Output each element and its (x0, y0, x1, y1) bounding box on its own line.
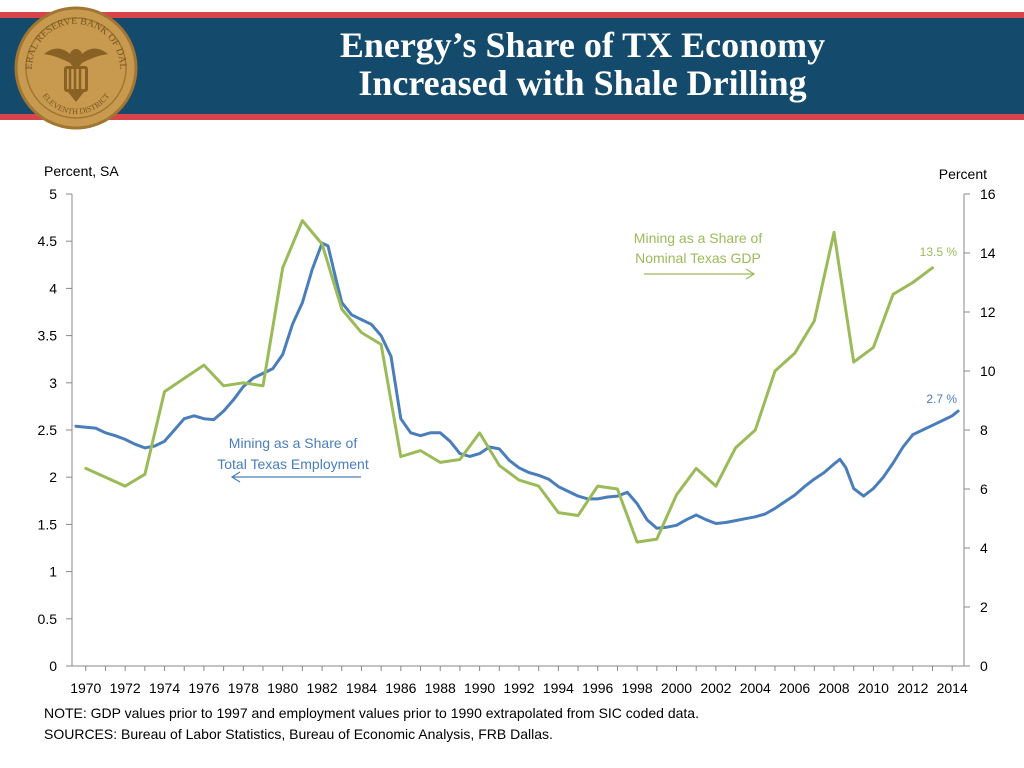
gdp-label-arrow-right-icon (644, 268, 756, 280)
left-tick-label: 0 (49, 658, 57, 674)
left-tick-label: 3 (49, 375, 57, 391)
federal-reserve-seal-icon: FEDERAL RESERVE BANK OF DALLAS ELEVENTH … (14, 6, 138, 130)
x-tick-label: 1996 (582, 680, 613, 696)
right-tick-label: 16 (980, 186, 996, 202)
x-tick-label: 2008 (818, 680, 849, 696)
left-axis-title: Percent, SA (44, 163, 119, 179)
x-tick-label: 1980 (267, 680, 298, 696)
axes-group: 0 0.5 1 1.5 2 2.5 3 3.5 4 4.5 5 0 2 4 6 8 10 12 14 16 1970 19… (38, 186, 996, 696)
banner-top-stripe (0, 12, 1024, 18)
left-tick-label: 3.5 (38, 328, 58, 344)
x-tick-label: 1994 (543, 680, 574, 696)
gdp-series-label-line-2: Nominal Texas GDP (635, 250, 761, 266)
page-title: Energy’s Share of TX Economy Increased w… (190, 26, 975, 102)
x-tick-label: 2000 (661, 680, 692, 696)
left-tick-label: 0.5 (38, 611, 58, 627)
title-line-1: Energy’s Share of TX Economy (339, 25, 826, 65)
x-tick-label: 1986 (385, 680, 416, 696)
gdp-series-label-line-1: Mining as a Share of (634, 230, 763, 246)
x-tick-label: 2004 (740, 680, 771, 696)
shield-stripes-icon (68, 69, 82, 89)
x-tick-label: 1992 (503, 680, 534, 696)
right-tick-label: 2 (980, 599, 988, 615)
series-group (74, 219, 960, 544)
banner-bottom-stripe (0, 114, 1024, 120)
x-tick-label: 1990 (464, 680, 495, 696)
right-axis-title: Percent (939, 166, 987, 182)
footnote: NOTE: GDP values prior to 1997 and emplo… (44, 703, 699, 745)
x-tick-label: 1998 (622, 680, 653, 696)
left-tick-label: 4 (49, 280, 57, 296)
right-tick-label: 8 (980, 422, 988, 438)
x-tick-label: 1974 (149, 680, 180, 696)
x-tick-label: 2002 (700, 680, 731, 696)
note-line: NOTE: GDP values prior to 1997 and emplo… (44, 705, 699, 721)
gdp-end-value-label: 13.5 % (920, 245, 958, 259)
employment-label-arrow-left-icon (230, 471, 361, 483)
left-tick-label: 5 (49, 186, 57, 202)
employment-series-label-line-2: Total Texas Employment (217, 456, 369, 472)
right-tick-label: 0 (980, 658, 988, 674)
left-tick-label: 1.5 (38, 516, 58, 532)
right-tick-label: 4 (980, 540, 988, 556)
sources-line: SOURCES: Bureau of Labor Statistics, Bur… (44, 726, 553, 742)
employment-series-label-line-1: Mining as a Share of (229, 435, 358, 451)
x-tick-label: 1984 (346, 680, 377, 696)
gdp-share-line (84, 219, 934, 544)
x-tick-label: 2014 (937, 680, 968, 696)
x-tick-label: 2006 (779, 680, 810, 696)
right-tick-label: 14 (980, 245, 996, 261)
x-tick-label: 2010 (858, 680, 889, 696)
x-tick-label: 1982 (306, 680, 337, 696)
labels-group: Percent, SA Percent Mining as a Share of… (44, 163, 987, 483)
x-tick-label: 2012 (897, 680, 928, 696)
employment-end-value-label: 2.7 % (926, 392, 957, 406)
left-tick-label: 2 (49, 469, 57, 485)
x-tick-label: 1978 (228, 680, 259, 696)
x-tick-label: 1972 (110, 680, 141, 696)
x-tick-label: 1970 (70, 680, 101, 696)
right-tick-label: 6 (980, 481, 988, 497)
left-tick-label: 1 (49, 564, 57, 580)
x-tick-label: 1976 (188, 680, 219, 696)
x-tick-label: 1988 (425, 680, 456, 696)
left-tick-label: 4.5 (38, 233, 58, 249)
header-banner (0, 12, 1024, 120)
employment-share-line (74, 241, 960, 530)
title-line-2: Increased with Shale Drilling (358, 63, 807, 103)
right-tick-label: 10 (980, 363, 996, 379)
left-tick-label: 2.5 (38, 422, 58, 438)
right-tick-label: 12 (980, 304, 996, 320)
